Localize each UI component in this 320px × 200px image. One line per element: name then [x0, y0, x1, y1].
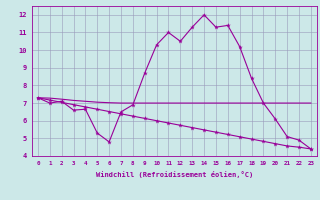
- X-axis label: Windchill (Refroidissement éolien,°C): Windchill (Refroidissement éolien,°C): [96, 171, 253, 178]
